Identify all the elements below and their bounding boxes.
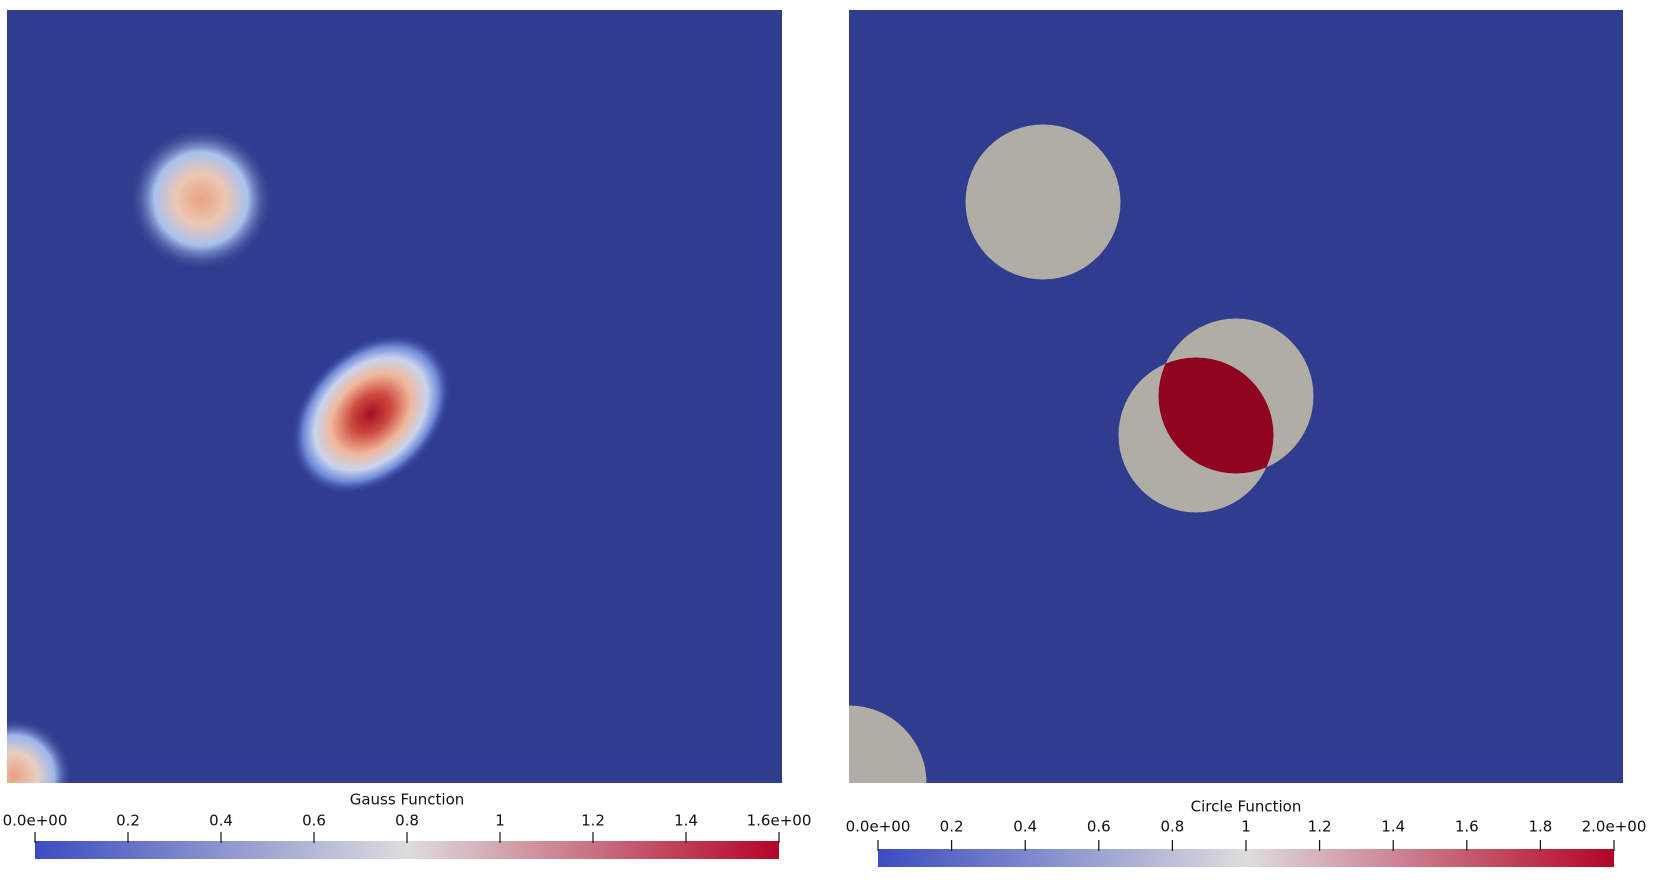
colorbar-tick-label: 1.6 bbox=[1455, 818, 1479, 836]
colorbar-tick-label: 0.6 bbox=[302, 812, 326, 830]
colorbar-tick-label: 0.0e+00 bbox=[3, 812, 68, 830]
colorbar-tick-label: 0.8 bbox=[1160, 818, 1184, 836]
colorbar-tick-label: 0.4 bbox=[209, 812, 233, 830]
colorbar-tick-label: 1.2 bbox=[581, 812, 605, 830]
colorbar-title: Circle Function bbox=[1191, 798, 1302, 816]
colorbar-tick-label: 1.2 bbox=[1308, 818, 1332, 836]
colorbar-tick-label: 1.4 bbox=[1381, 818, 1405, 836]
colorbar-tick-label: 0.8 bbox=[395, 812, 419, 830]
colorbar-tick-label: 1 bbox=[495, 812, 505, 830]
colorbar-tick-label: 2.0e+00 bbox=[1582, 818, 1647, 836]
colorbar-tick-label: 1.8 bbox=[1528, 818, 1552, 836]
colorbar-tick-label: 0.2 bbox=[116, 812, 140, 830]
gauss-field bbox=[7, 10, 782, 783]
colorbar-tick-label: 0.4 bbox=[1013, 818, 1037, 836]
colorbar-title: Gauss Function bbox=[350, 791, 465, 809]
colorbar bbox=[878, 849, 1614, 867]
colorbar-tick-label: 1 bbox=[1241, 818, 1251, 836]
colorbar-tick-label: 0.6 bbox=[1087, 818, 1111, 836]
colorbar-tick-label: 1.4 bbox=[674, 812, 698, 830]
colorbar bbox=[35, 841, 779, 859]
colorbar-tick-label: 0.0e+00 bbox=[846, 818, 911, 836]
circle-field bbox=[849, 10, 1623, 783]
colorbar-tick-label: 0.2 bbox=[940, 818, 964, 836]
colorbar-tick-label: 1.6e+00 bbox=[747, 812, 812, 830]
